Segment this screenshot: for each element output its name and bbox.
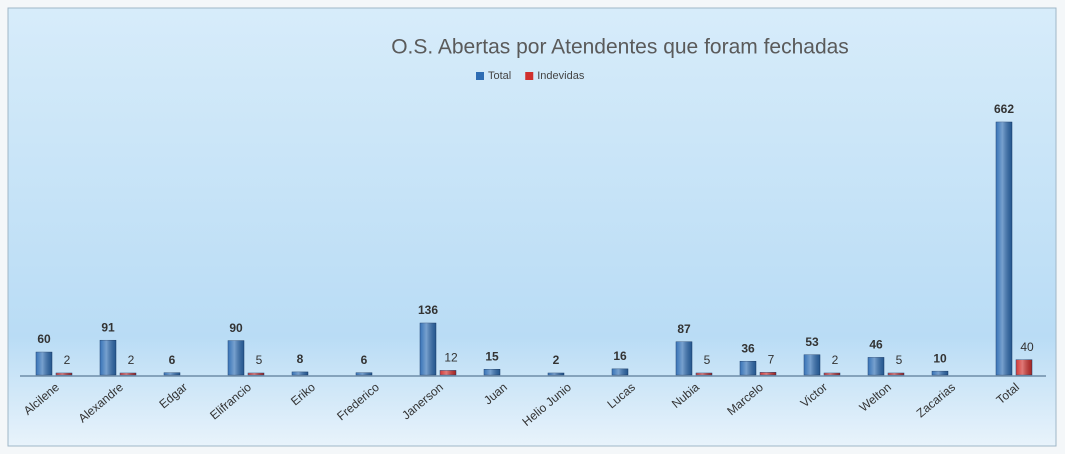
bar-shine (292, 371, 308, 375)
data-label: 16 (613, 349, 627, 363)
data-label: 90 (229, 321, 243, 335)
data-label: 12 (444, 351, 458, 365)
data-label: 136 (418, 303, 438, 317)
legend-label: Indevidas (537, 70, 585, 82)
data-label: 15 (485, 349, 499, 363)
bar-shine (888, 373, 904, 375)
bar-shine (612, 368, 628, 375)
data-label: 36 (741, 341, 755, 355)
bar-shine (932, 371, 948, 375)
data-label: 87 (677, 322, 691, 336)
data-label: 7 (768, 352, 775, 366)
bar-shine (548, 373, 564, 375)
data-label: 53 (805, 335, 819, 349)
bar-shine (228, 340, 244, 375)
bar-shine (484, 369, 500, 375)
data-label: 60 (37, 332, 51, 346)
bar-shine (696, 373, 712, 375)
data-label: 5 (704, 353, 711, 367)
data-label: 6 (361, 353, 368, 367)
bar-shine (760, 372, 776, 375)
data-label: 662 (994, 102, 1014, 116)
bar-shine (36, 352, 52, 375)
bar-shine (1016, 359, 1032, 375)
data-label: 2 (553, 353, 560, 367)
data-label: 2 (64, 353, 71, 367)
data-label: 5 (256, 353, 263, 367)
data-label: 6 (169, 353, 176, 367)
legend-swatch (525, 72, 534, 80)
bar-shine (164, 372, 180, 375)
data-label: 2 (128, 353, 135, 367)
bar-shine (100, 340, 116, 375)
data-label: 5 (896, 353, 903, 367)
bar-shine (996, 122, 1012, 375)
bar-shine (356, 372, 372, 375)
chart-title: O.S. Abertas por Atendentes que foram fe… (391, 36, 849, 59)
bar-shine (420, 323, 436, 375)
bar-shine (740, 361, 756, 375)
legend-swatch (476, 72, 484, 80)
bar-shine (440, 370, 456, 375)
data-label: 10 (933, 351, 947, 365)
data-label: 2 (832, 353, 839, 367)
bar-shine (868, 357, 884, 375)
bar-shine (56, 373, 72, 375)
bar-shine (248, 373, 264, 375)
data-label: 46 (869, 338, 883, 352)
bar-shine (676, 341, 692, 375)
bar-shine (804, 354, 820, 375)
data-label: 40 (1020, 340, 1034, 354)
data-label: 8 (297, 352, 304, 366)
bar-shine (824, 373, 840, 375)
bar-shine (120, 373, 136, 375)
data-label: 91 (101, 320, 115, 334)
legend-label: Total (488, 70, 511, 82)
